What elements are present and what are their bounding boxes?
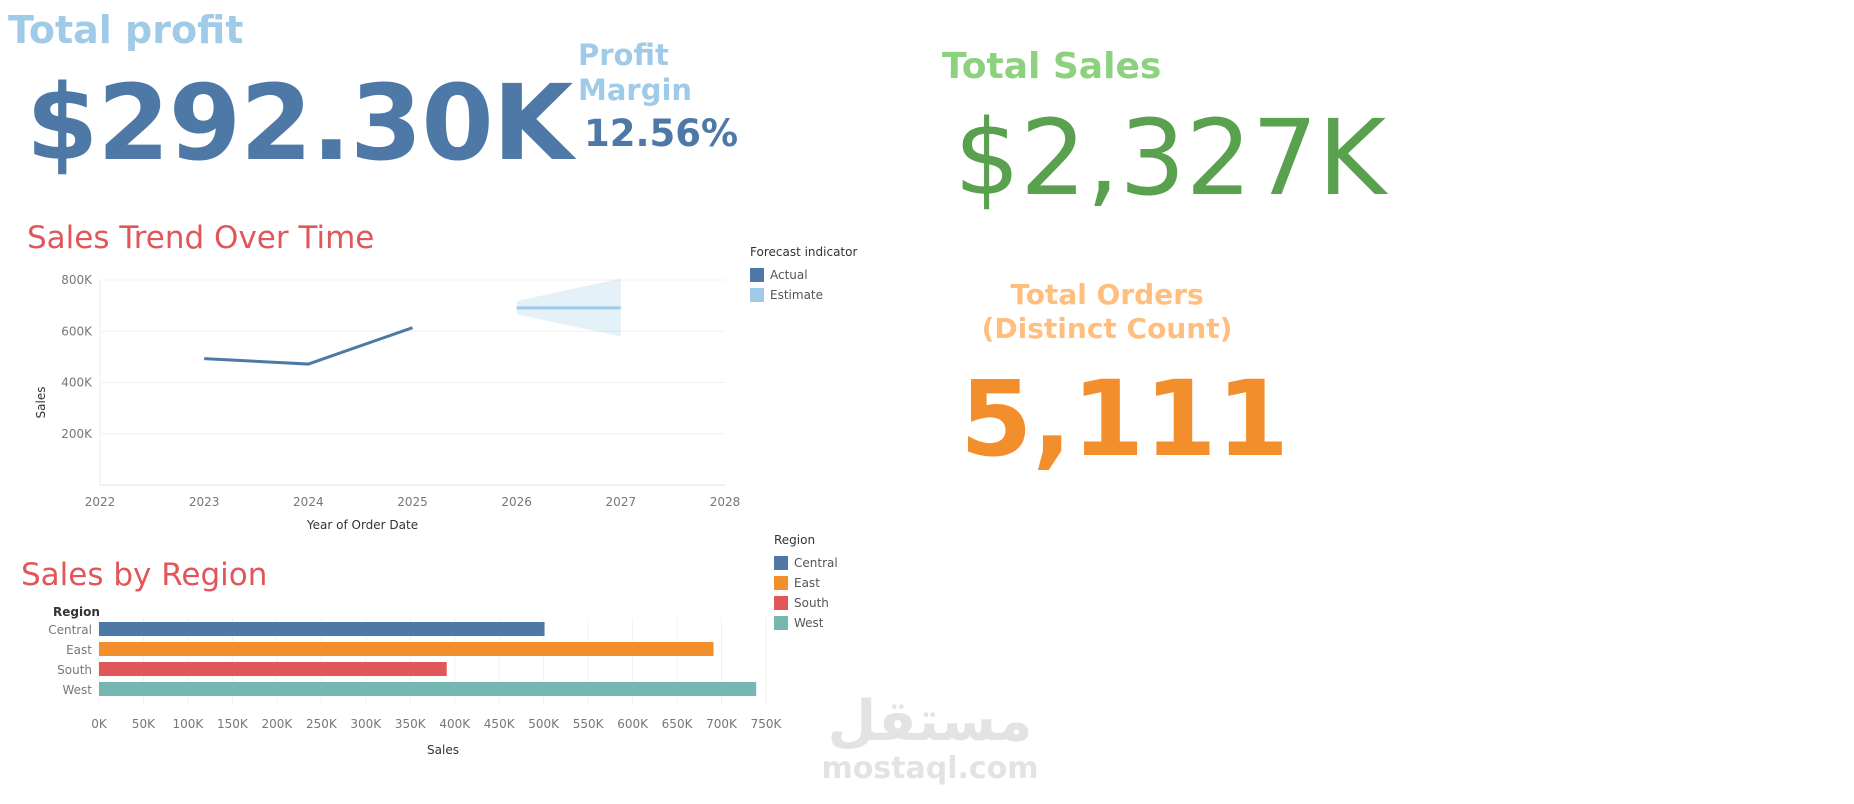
total-orders-value: 5,111 [960,358,1289,480]
sales-by-region-title: Sales by Region [21,557,268,593]
x-tick-label: 150K [217,717,249,731]
east-swatch [774,576,788,590]
legend-label-west: West [794,616,824,630]
profit-margin-value: 12.56% [584,112,739,155]
west-swatch [774,616,788,630]
x-tick-label: 250K [306,717,338,731]
bar-central [99,622,545,636]
sales-trend-chart: 200K 400K 600K 800K 2022 2023 2024 2025 2026 2027… [34,273,740,532]
forecast-legend: Forecast indicator Actual Estimate [750,245,857,305]
legend-label-south: South [794,596,829,610]
legend-label-actual: Actual [770,268,808,282]
bar-east [99,642,714,656]
x-tick-label: 50K [132,717,156,731]
mostaql-watermark: مستقل mostaql.com [820,692,1040,786]
legend-item-west[interactable]: West [774,613,838,633]
x-tick-label: 2024 [293,495,324,509]
x-tick-label: 400K [439,717,471,731]
x-tick-label: 500K [528,717,560,731]
total-orders-title: Total Orders (Distinct Count) [981,278,1233,345]
x-axis-title: Year of Order Date [306,518,418,532]
x-tick-label: 2022 [85,495,116,509]
region-tick-label: West [62,683,92,697]
x-tick-label: 100K [173,717,205,731]
x-tick-label: 700K [706,717,738,731]
x-axis-title: Sales [427,743,459,757]
x-tick-label: 300K [350,717,382,731]
region-tick-label: South [57,663,92,677]
legend-label-estimate: Estimate [770,288,824,302]
region-tick-label: Central [48,623,92,637]
x-tick-label: 0K [91,717,108,731]
x-tick-label: 600K [617,717,649,731]
region-legend-title: Region [774,533,816,547]
watermark-latin: mostaql.com [821,751,1039,786]
bar-south [99,662,447,676]
legend-item-estimate[interactable]: Estimate [750,285,857,305]
region-legend: Region Central East South West [774,533,838,633]
region-tick-label: East [66,643,92,657]
x-tick-label: 200K [261,717,293,731]
y-tick-label: 800K [61,273,93,287]
x-tick-label: 750K [751,717,783,731]
x-tick-label: 450K [484,717,516,731]
y-axis-title: Region [53,605,100,619]
legend-item-central[interactable]: Central [774,553,838,573]
x-tick-label: 350K [395,717,427,731]
bar-west [99,682,757,696]
y-tick-label: 200K [61,427,93,441]
profit-margin-title: Profit Margin [578,38,693,107]
total-sales-title: Total Sales [942,46,1162,87]
forecast-legend-title: Forecast indicator [750,245,858,259]
watermark-arabic: مستقل [827,689,1033,754]
x-tick-label: 650K [662,717,694,731]
x-tick-label: 2025 [397,495,428,509]
x-tick-label: 2023 [189,495,220,509]
actual-swatch [750,268,764,282]
legend-item-south[interactable]: South [774,593,838,613]
x-tick-label: 2027 [606,495,637,509]
legend-item-east[interactable]: East [774,573,838,593]
central-swatch [774,556,788,570]
total-profit-value: $292.30K [26,62,573,184]
total-profit-title: Total profit [8,8,244,52]
sales-by-region-chart: Region 0K 50K 100K 150K 200K 250K 300K 350K 400K 4… [48,605,783,757]
x-tick-label: 2026 [501,495,532,509]
legend-label-east: East [794,576,820,590]
actual-sales-line [204,326,413,366]
legend-label-central: Central [794,556,838,570]
x-tick-label: 2028 [710,495,740,509]
south-swatch [774,596,788,610]
y-tick-label: 400K [61,376,93,390]
x-tick-label: 550K [573,717,605,731]
y-axis-title: Sales [34,387,48,419]
total-sales-value: $2,327K [954,97,1387,219]
y-tick-label: 600K [61,324,93,338]
legend-item-actual[interactable]: Actual [750,265,857,285]
sales-trend-title: Sales Trend Over Time [27,220,375,256]
estimate-swatch [750,288,764,302]
